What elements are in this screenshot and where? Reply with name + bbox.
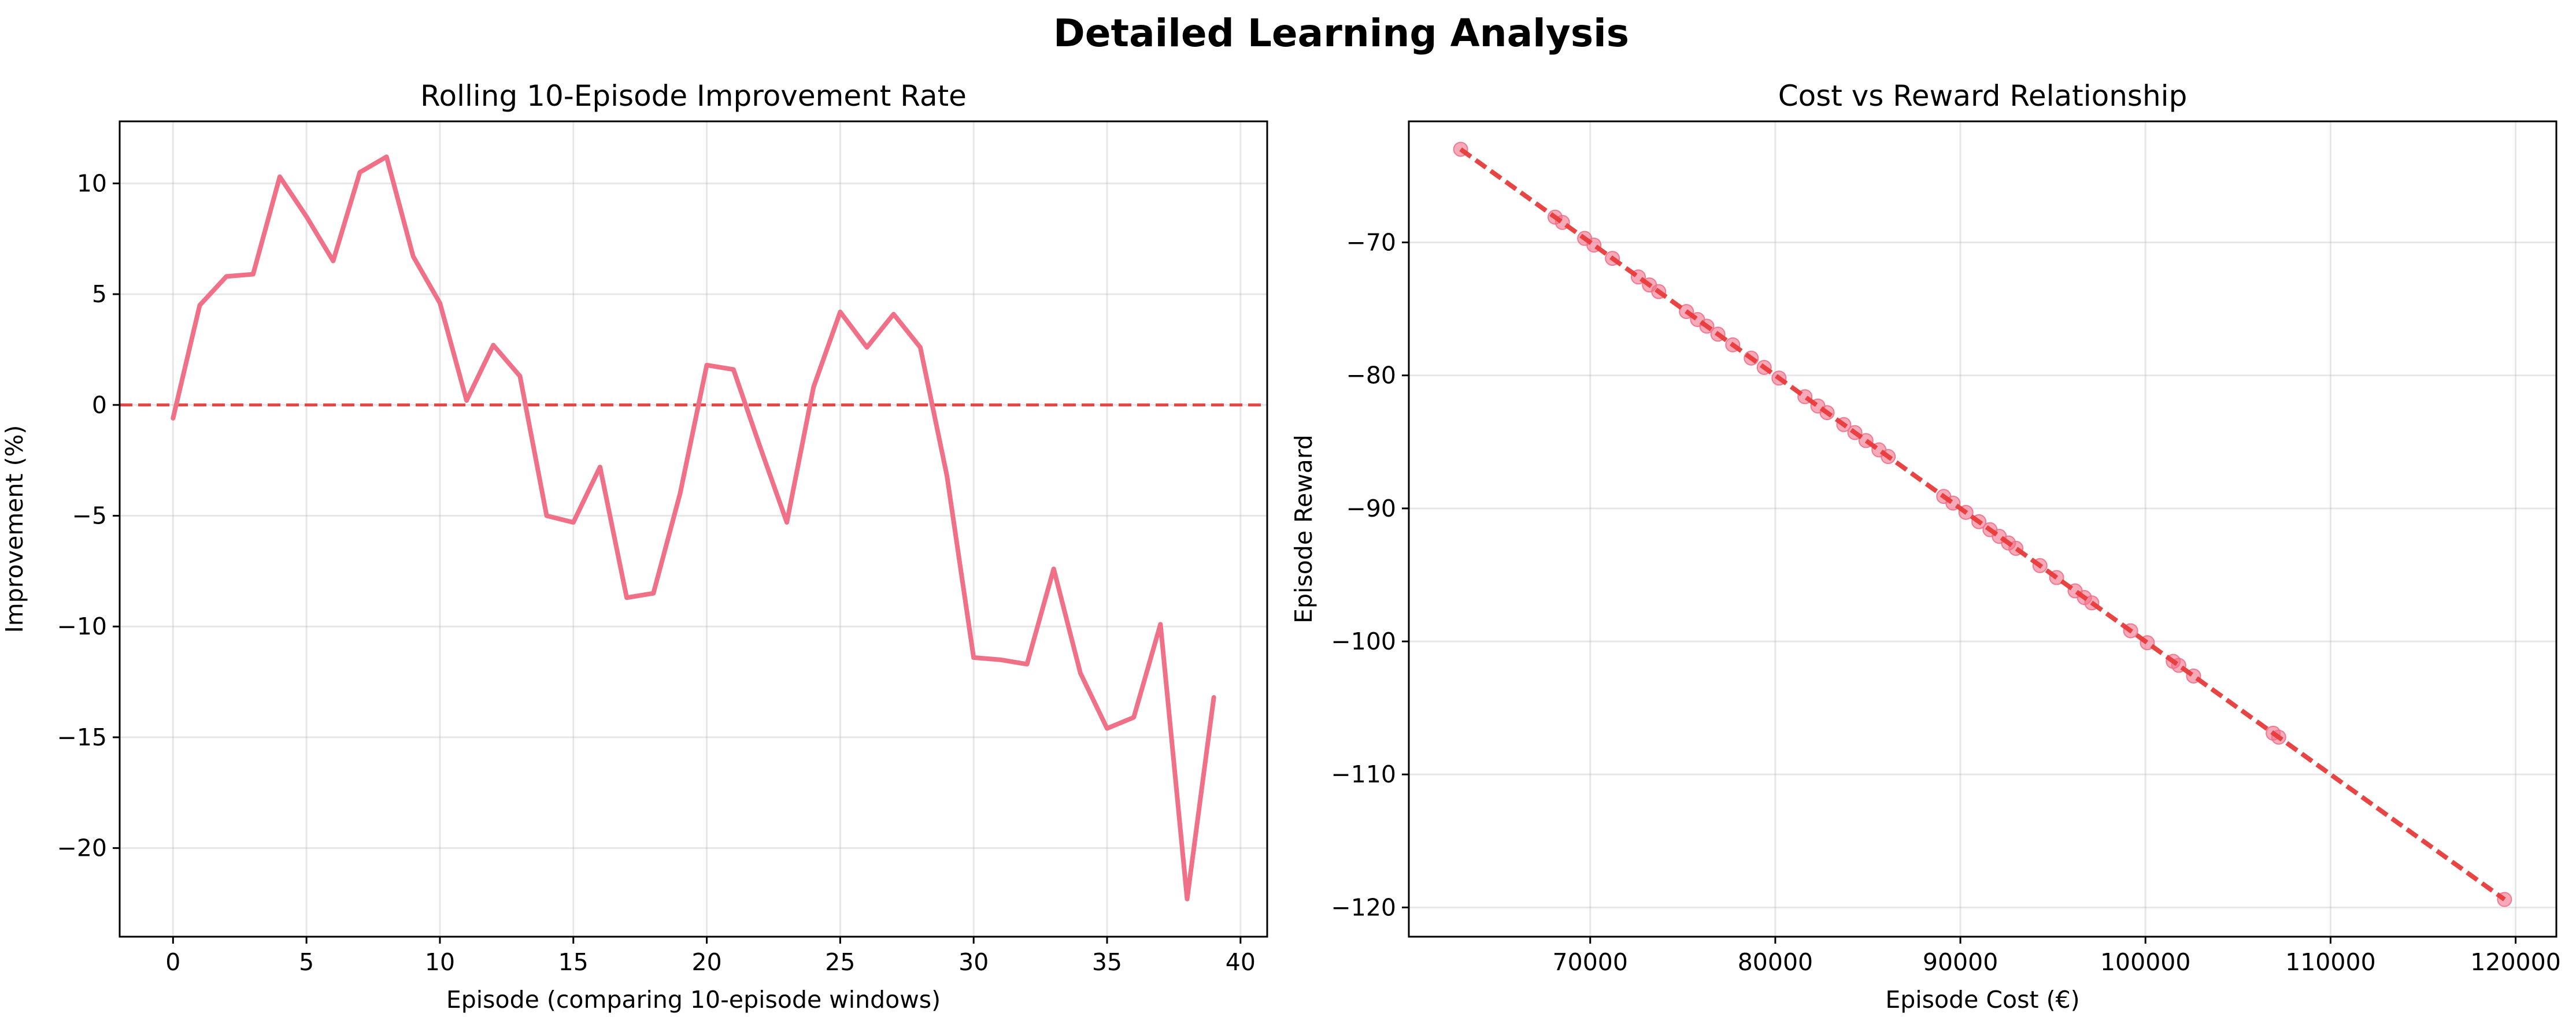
x-axis-label: Episode (comparing 10-episode windows) xyxy=(446,986,941,1014)
y-tick-label: −20 xyxy=(57,834,107,862)
x-tick-label: 30 xyxy=(958,948,989,976)
x-axis-ticks: 70000 80000 90000 100000 110000 120000 xyxy=(1553,937,2561,976)
trend-line xyxy=(1459,147,2506,901)
series-line xyxy=(171,154,1216,901)
plot-frame xyxy=(1408,120,2558,938)
y-axis-label: Episode Reward xyxy=(1290,435,1317,624)
y-tick-label: −110 xyxy=(1331,760,1396,788)
y-axis-ticks: −120 −110 −100 −90 −80 −70 xyxy=(1331,228,1409,921)
x-tick-label: 80000 xyxy=(1738,948,1813,976)
x-tick-label: 100000 xyxy=(2100,948,2191,976)
y-tick-label: 0 xyxy=(92,391,107,419)
x-axis-label: Episode Cost (€) xyxy=(1885,986,2079,1014)
x-tick-label: 25 xyxy=(825,948,855,976)
x-tick-label: 120000 xyxy=(2470,948,2561,976)
y-tick-label: −10 xyxy=(57,613,107,640)
y-tick-label: −70 xyxy=(1346,228,1396,256)
y-tick-label: 10 xyxy=(77,169,107,197)
chart-title: Rolling 10-Episode Improvement Rate xyxy=(420,79,967,113)
x-tick-label: 40 xyxy=(1226,948,1256,976)
improvement-chart: 0 5 10 15 20 25 30 35 40 −20 −15 −10 −5 0 5 10 Rolling… xyxy=(1,79,1268,1014)
x-tick-label: 90000 xyxy=(1923,948,1998,976)
y-tick-label: −80 xyxy=(1346,362,1396,389)
x-tick-label: 110000 xyxy=(2285,948,2376,976)
x-axis-ticks: 0 5 10 15 20 25 30 35 40 xyxy=(165,937,1256,976)
x-tick-label: 15 xyxy=(558,948,589,976)
y-tick-label: −90 xyxy=(1346,495,1396,522)
y-tick-label: −100 xyxy=(1331,628,1396,655)
x-tick-label: 20 xyxy=(691,948,721,976)
plot-frame xyxy=(119,120,1268,938)
x-tick-label: 0 xyxy=(165,948,180,976)
chart-title: Cost vs Reward Relationship xyxy=(1778,79,2188,113)
y-tick-label: 5 xyxy=(92,280,107,308)
figure-title: Detailed Learning Analysis xyxy=(1053,11,1629,55)
y-tick-label: −5 xyxy=(72,502,107,529)
grid-lines xyxy=(120,121,1267,937)
y-axis-ticks: −20 −15 −10 −5 0 5 10 xyxy=(57,169,120,862)
grid-lines xyxy=(1409,121,2556,937)
trend-line-path xyxy=(1459,147,2506,901)
x-tick-label: 35 xyxy=(1092,948,1122,976)
cost-reward-chart: 70000 80000 90000 100000 110000 120000 −120−1… xyxy=(1290,79,2561,1014)
y-tick-label: −15 xyxy=(57,723,107,751)
x-tick-label: 70000 xyxy=(1553,948,1628,976)
improvement-series xyxy=(171,154,1216,901)
x-tick-label: 5 xyxy=(299,948,314,976)
x-tick-label: 10 xyxy=(425,948,455,976)
y-tick-label: −120 xyxy=(1331,893,1396,921)
y-axis-label: Improvement (%) xyxy=(1,425,28,633)
